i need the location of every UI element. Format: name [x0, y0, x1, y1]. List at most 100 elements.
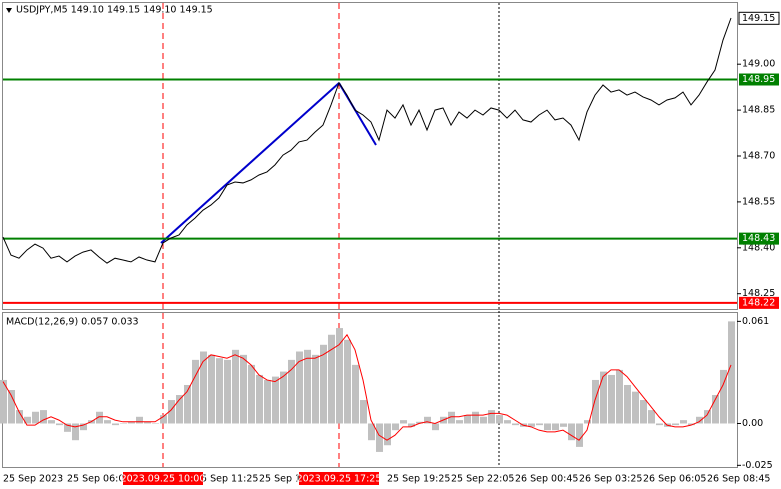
y-tick-label: 148.85: [742, 105, 775, 116]
histogram-bar: [136, 416, 143, 424]
histogram-bar: [696, 416, 703, 424]
y-tick-label: 148.55: [742, 196, 775, 207]
histogram-bar: [216, 358, 223, 424]
y-tick-label: 148.70: [742, 151, 775, 162]
histogram-bar: [184, 384, 191, 424]
histogram-bar: [112, 423, 119, 426]
histogram-bar: [32, 411, 39, 424]
histogram-bar: [336, 328, 343, 424]
histogram-bar: [104, 420, 111, 424]
histogram-bar: [496, 415, 503, 424]
histogram-bar: [8, 390, 15, 424]
histogram-bar: [720, 369, 727, 424]
level-label-box: [739, 232, 779, 245]
histogram-bar: [408, 423, 415, 427]
trend-line: [160, 82, 340, 244]
x-tick-label: 26 Sep 06:05: [643, 474, 706, 485]
histogram-bar: [224, 359, 231, 424]
histogram-bar: [392, 423, 399, 431]
trend-line: [338, 82, 377, 146]
histogram-bar: [528, 423, 535, 427]
level-label: 148.95: [742, 74, 775, 85]
y-tick-label: 148.40: [742, 242, 775, 253]
histogram-bar: [704, 410, 711, 424]
price-line: [2, 17, 732, 264]
histogram-bar: [656, 423, 663, 426]
histogram-bar: [304, 349, 311, 424]
histogram-bar: [264, 379, 271, 424]
event-label: 2023.09.25 17:25: [297, 474, 382, 485]
histogram-bar: [376, 423, 383, 452]
histogram-bar: [160, 415, 167, 424]
event-label: 2023.09.25 10:00: [121, 474, 206, 485]
y-tick-label: 0.00: [742, 418, 763, 429]
histogram-bar: [288, 359, 295, 424]
lower-layer: 25 Sep 2023 25 Sep 06:05 25 Sep 11:25 25 Se…: [0, 3, 770, 485]
histogram-bar: [464, 415, 471, 424]
chart-title: USDJPY,M5 149.10 149.15 149.10 149.15: [16, 5, 213, 16]
histogram-bar: [648, 410, 655, 424]
last-price-box: [738, 11, 780, 25]
signal-line: [2, 333, 732, 441]
histogram-bar: [728, 321, 735, 424]
histogram-bar: [208, 354, 215, 424]
level-label-box: [739, 296, 779, 309]
histogram-bar: [640, 400, 647, 424]
histogram-bar: [80, 423, 87, 431]
price-panel: [2, 2, 738, 310]
x-tick-label: 26 Sep 03:25: [579, 474, 642, 485]
histogram-bar: [456, 420, 463, 424]
histogram-bar: [472, 411, 479, 424]
histogram-bar: [480, 416, 487, 424]
y-tick-label: 149.00: [742, 59, 775, 70]
histogram-bar: [712, 395, 719, 424]
histogram-bar: [592, 379, 599, 424]
menu-icon: [6, 8, 12, 13]
histogram-bar: [384, 423, 391, 446]
histogram-bar: [632, 391, 639, 424]
x-tick-label: 25 Sep 2023: [3, 474, 63, 485]
histogram-bar: [368, 423, 375, 441]
histogram-bar: [320, 344, 327, 424]
histogram-bar: [48, 420, 55, 424]
histogram-bar: [576, 423, 583, 447]
histogram-bar: [360, 400, 367, 424]
level-label-box: [739, 73, 779, 86]
histogram-bar: [560, 423, 567, 427]
histogram-bar: [248, 364, 255, 424]
histogram-bar: [200, 351, 207, 424]
y-tick-label: 148.25: [742, 288, 775, 299]
x-tick-label: 25 Sep 06:05: [67, 474, 130, 485]
histogram-bar: [552, 423, 559, 431]
histogram-bar: [344, 339, 351, 424]
x-tick-label: 25 Sep 22:05: [451, 474, 514, 485]
x-tick-label: 26 Sep 00:45: [515, 474, 578, 485]
x-tick-label: 25 Sep 19:25: [387, 474, 450, 485]
y-tick-label: -0.025: [742, 460, 773, 471]
histogram-bar: [72, 423, 79, 441]
histogram-bar: [96, 411, 103, 424]
event-label-box: [299, 472, 379, 485]
histogram-bar: [64, 423, 71, 432]
last-price-label: 149.15: [742, 13, 775, 24]
histogram-bar: [176, 395, 183, 424]
histogram-bar: [616, 369, 623, 424]
histogram-bar: [24, 416, 31, 424]
histogram-bar: [256, 374, 263, 424]
histogram-bar: [40, 410, 47, 424]
x-tick-label: 26 Sep 08:45: [707, 474, 770, 485]
histogram-bar: [120, 423, 127, 424]
histogram-bar: [280, 371, 287, 424]
histogram-bar: [152, 423, 159, 424]
histogram-bar: [688, 423, 695, 426]
histogram-bar: [400, 420, 407, 424]
histogram-bar: [0, 379, 7, 424]
x-tick-label: 25 Sep 11:25: [195, 474, 258, 485]
histogram-bar: [624, 384, 631, 424]
histogram-bar: [312, 354, 319, 424]
histogram-bar: [296, 351, 303, 424]
histogram-bar: [448, 411, 455, 424]
histogram-bar: [672, 423, 679, 426]
histogram-bar: [432, 423, 439, 431]
histogram-bar: [600, 371, 607, 424]
